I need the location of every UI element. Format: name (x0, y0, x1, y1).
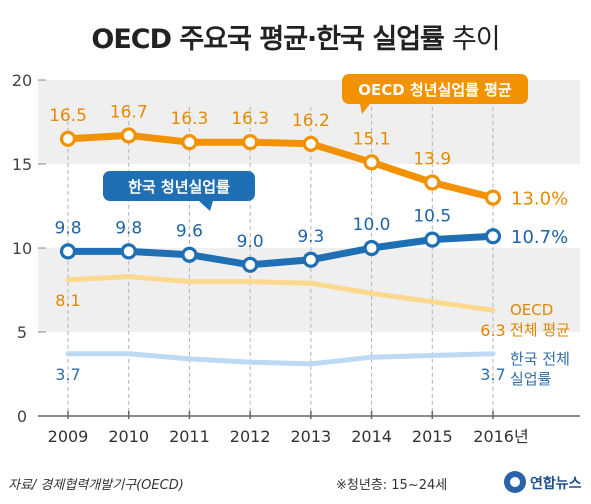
series-1-point-3 (242, 256, 259, 273)
oecd-youth-callout-tail (360, 104, 370, 114)
series-0-point-0 (59, 130, 77, 147)
series-line-0 (67, 131, 494, 201)
korea-youth-label-7: 10.7% (511, 227, 568, 248)
korea-youth-label-2: 9.6 (176, 222, 203, 242)
series-line-2 (65, 274, 496, 313)
series-0-point-3 (242, 134, 259, 151)
korea-youth-callout-box (103, 171, 255, 201)
oecd-youth-label-6: 13.9 (413, 149, 451, 169)
oecd-youth-callout-text: OECD 청년실업률 평균 (358, 81, 512, 99)
korea-youth-label-0: 9.8 (54, 218, 81, 238)
korea-total-name-0: 한국 전체 (510, 350, 570, 368)
oecd-youth-label-7: 13.0% (511, 189, 568, 210)
series-1-point-1 (120, 243, 137, 260)
series-1-point-6 (424, 231, 441, 248)
oecd-youth-label-0: 16.5 (49, 106, 87, 126)
x-tick-label-2011: 2011 (169, 427, 210, 446)
korea-youth-callout-text: 한국 청년실업률 (128, 178, 230, 196)
korea-total-last-label: 3.7 (480, 365, 505, 384)
y-tick-label-20: 20 (12, 71, 32, 90)
korea-youth-label-3: 9.0 (237, 232, 264, 252)
series-1-point-5 (363, 239, 380, 257)
series-0-point-2 (181, 134, 198, 151)
series-0-point-7 (484, 189, 502, 206)
chart-title-suffix: 추이 (452, 24, 500, 55)
x-tick-label-2015: 2015 (412, 427, 453, 446)
series-0-point-4 (302, 135, 319, 152)
oecd-youth-label-4: 16.2 (292, 111, 330, 131)
y-tick-label-15: 15 (12, 155, 32, 174)
korea-youth-callout-tail (199, 201, 213, 211)
korea-total-name-1: 실업률 (510, 370, 552, 388)
korea-youth-label-4: 9.3 (297, 227, 324, 247)
x-tick-label-2016년: 2016년 (473, 427, 528, 446)
oecd-youth-label-3: 16.3 (231, 109, 269, 129)
korea-youth-label-5: 10.0 (353, 215, 391, 235)
age-range-note: ※청년층: 15~24세 (336, 478, 447, 493)
oecd-youth-label-5: 15.1 (353, 129, 391, 149)
oecd-youth-label-1: 16.7 (110, 102, 148, 122)
logo-text: 연합뉴스 (530, 475, 582, 492)
oecd-total-first-label: 8.1 (55, 291, 80, 310)
korea-total-first-label: 3.7 (55, 365, 80, 384)
x-tick-label-2013: 2013 (290, 427, 331, 446)
series-line-3 (65, 351, 496, 367)
y-tick-label-5: 5 (17, 323, 27, 342)
x-tick-label-2010: 2010 (108, 427, 149, 446)
y-tick-label-10: 10 (12, 239, 32, 258)
source-note: 자료/ 경제협력개발기구(OECD) (8, 478, 184, 493)
korea-youth-label-6: 10.5 (413, 207, 451, 227)
series-1-point-7 (484, 228, 502, 245)
korea-youth-label-1: 9.8 (115, 218, 142, 238)
oecd-total-name-0: OECD (510, 301, 553, 319)
series-1-point-0 (59, 243, 77, 260)
series-line-1 (68, 232, 494, 269)
chart-title: OECD 주요국 평균·한국 실업률 추이 (91, 24, 499, 55)
logo-mark-inner (510, 477, 520, 487)
oecd-total-last-label: 6.3 (480, 321, 505, 340)
series-1-point-4 (302, 251, 319, 268)
oecd-total-name-1: 전체 평균 (510, 321, 570, 339)
series-0-point-1 (120, 127, 137, 144)
y-tick-label-0: 0 (17, 407, 27, 426)
x-tick-label-2009: 2009 (48, 427, 89, 446)
chart-title-main: OECD 주요국 평균·한국 실업률 (91, 24, 444, 55)
oecd-youth-callout-box (342, 74, 528, 104)
x-tick-label-2014: 2014 (351, 427, 392, 446)
series-1-point-2 (181, 246, 198, 263)
x-tick-label-2012: 2012 (230, 427, 271, 446)
oecd-youth-label-2: 16.3 (170, 109, 208, 129)
series-0-point-5 (363, 154, 380, 171)
series-0-point-6 (424, 174, 441, 191)
